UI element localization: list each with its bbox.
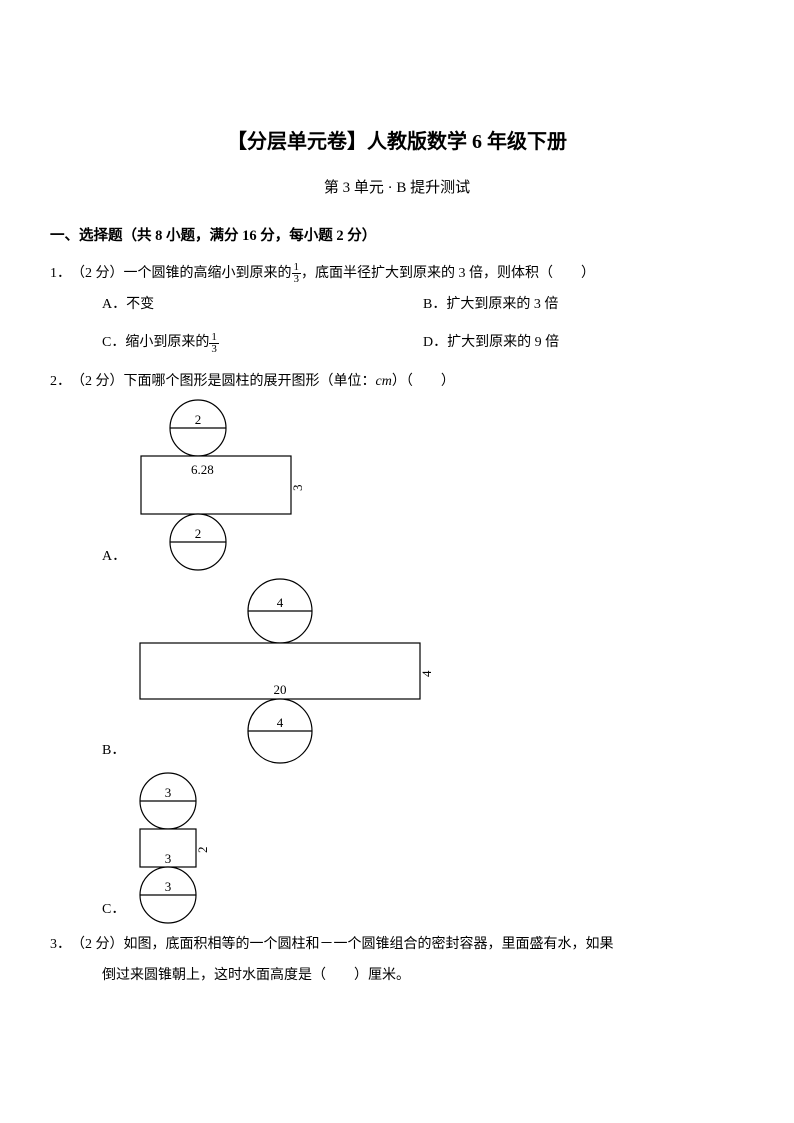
- document-title: 【分层单元卷】人教版数学 6 年级下册: [50, 120, 744, 164]
- question-3: 3． （2 分）如图，底面积相等的一个圆柱和－一个圆锥组合的密封容器，里面盛有水…: [50, 930, 744, 992]
- option-b: B．扩大到原来的 3 倍: [423, 290, 744, 321]
- svg-text:3: 3: [165, 879, 172, 894]
- figure-c: 3 3 2 3: [135, 771, 255, 926]
- figure-a: 2 6.28 3 2: [136, 398, 336, 573]
- svg-text:2: 2: [195, 847, 210, 854]
- points-label: （2 分）: [71, 937, 124, 952]
- options-row-1: A．不变 B．扩大到原来的 3 倍: [102, 290, 744, 325]
- option-d: D．扩大到原来的 9 倍: [423, 328, 744, 359]
- choice-a: A． 2 6.28 3 2: [102, 398, 744, 573]
- options-row-2: C．缩小到原来的13 D．扩大到原来的 9 倍: [102, 328, 744, 363]
- fraction: 13: [292, 262, 302, 285]
- figure-b: 4 20 4 4: [135, 577, 465, 767]
- unit-cm: cm: [376, 374, 392, 389]
- svg-text:20: 20: [273, 682, 286, 697]
- points-label: （2 分）: [71, 266, 124, 281]
- q1-text-before: 一个圆锥的高缩小到原来的: [124, 266, 292, 281]
- svg-text:6.28: 6.28: [191, 462, 214, 477]
- fraction: 13: [209, 332, 219, 355]
- svg-text:3: 3: [290, 485, 305, 492]
- svg-text:2: 2: [194, 412, 201, 427]
- q3-text-2: 倒过来圆锥朝上，这时水面高度是（ ）厘米。: [102, 961, 744, 992]
- svg-text:3: 3: [165, 785, 172, 800]
- points-label: （2 分）: [71, 374, 124, 389]
- choice-b: B． 4 20 4 4: [102, 577, 744, 767]
- question-number: 1．: [50, 259, 71, 290]
- q1-text-after: ，底面半径扩大到原来的 3 倍，则体积（ ）: [301, 266, 595, 281]
- choice-label-a: A．: [102, 542, 126, 573]
- choice-c: C． 3 3 2 3: [102, 771, 744, 926]
- svg-text:4: 4: [277, 595, 284, 610]
- question-1: 1． （2 分）一个圆锥的高缩小到原来的13，底面半径扩大到原来的 3 倍，则体…: [50, 259, 744, 363]
- choice-label-c: C．: [102, 895, 125, 926]
- question-body: （2 分）一个圆锥的高缩小到原来的13，底面半径扩大到原来的 3 倍，则体积（ …: [71, 259, 744, 290]
- question-number: 3．: [50, 930, 71, 961]
- question-body: （2 分）下面哪个图形是圆柱的展开图形（单位：cm）（ ）: [71, 367, 744, 398]
- q2-text-end: ）（ ）: [392, 374, 455, 389]
- q2-text: 下面哪个图形是圆柱的展开图形（单位：: [124, 374, 376, 389]
- choice-label-b: B．: [102, 736, 125, 767]
- question-body: （2 分）如图，底面积相等的一个圆柱和－一个圆锥组合的密封容器，里面盛有水，如果: [71, 930, 744, 961]
- question-2: 2． （2 分）下面哪个图形是圆柱的展开图形（单位：cm）（ ） A． 2 6.…: [50, 367, 744, 926]
- option-a: A．不变: [102, 290, 423, 321]
- question-number: 2．: [50, 367, 71, 398]
- svg-text:3: 3: [165, 851, 172, 866]
- option-c: C．缩小到原来的13: [102, 328, 423, 359]
- document-subtitle: 第 3 单元 · B 提升测试: [50, 172, 744, 205]
- svg-text:2: 2: [194, 526, 201, 541]
- section-header: 一、选择题（共 8 小题，满分 16 分，每小题 2 分）: [50, 221, 744, 253]
- q3-text-1: 如图，底面积相等的一个圆柱和－一个圆锥组合的密封容器，里面盛有水，如果: [124, 937, 614, 952]
- svg-text:4: 4: [277, 715, 284, 730]
- svg-text:4: 4: [419, 670, 434, 677]
